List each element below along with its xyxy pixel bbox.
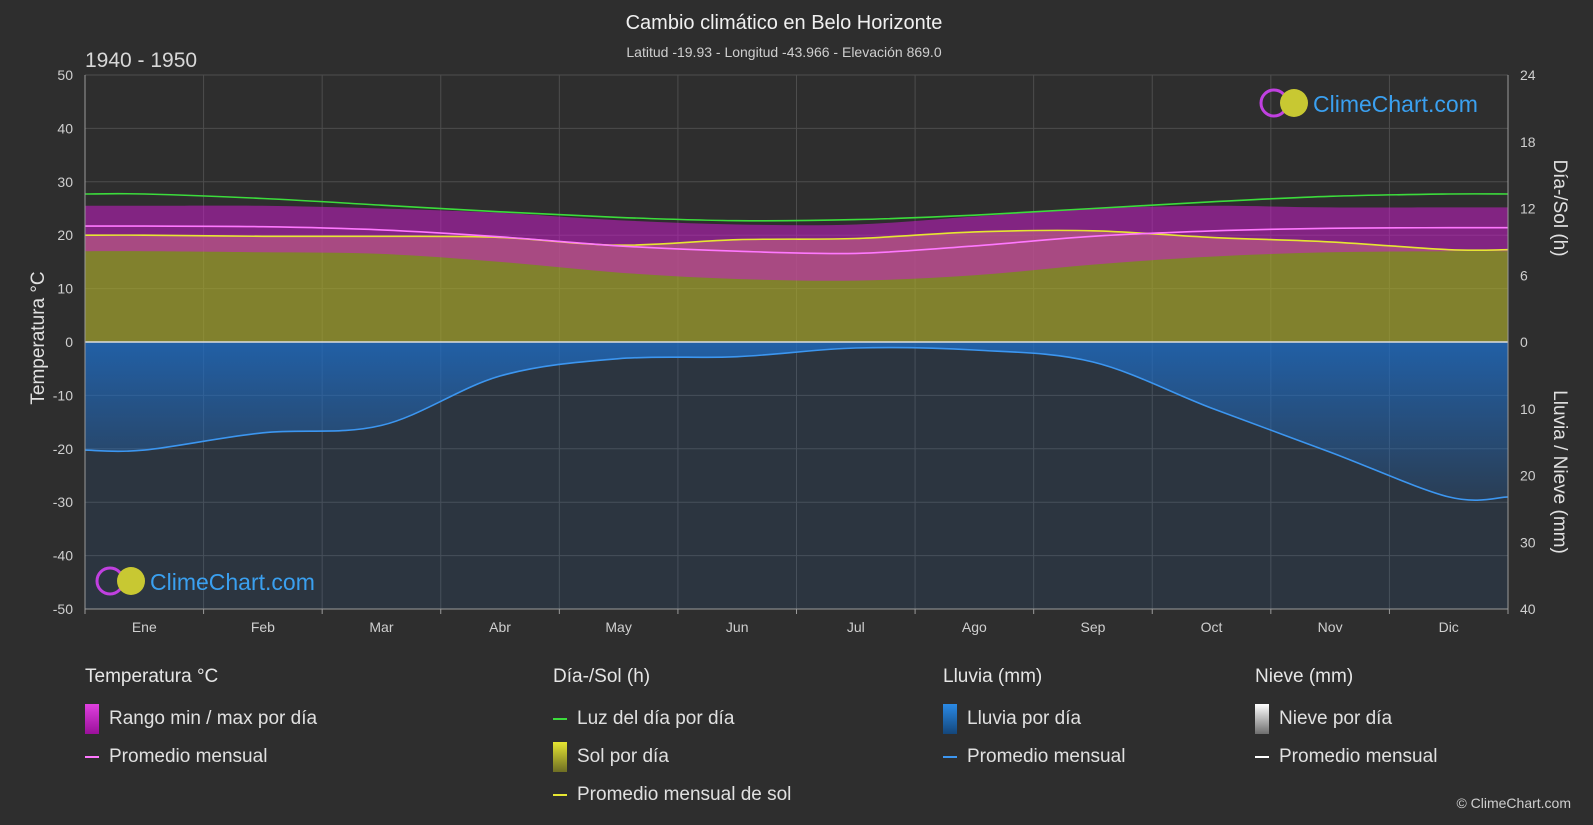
x-tick-label: Feb <box>251 619 275 635</box>
logo-sun-icon <box>117 567 145 595</box>
y-right-top-tick-label: 6 <box>1520 267 1528 283</box>
y-left-tick-label: 10 <box>57 281 73 297</box>
y-left-tick-label: -50 <box>53 601 73 617</box>
logo-text: ClimeChart.com <box>1313 91 1478 117</box>
legend-item-snow: Nieve por día <box>1255 700 1437 738</box>
brand-logo-bottom: ClimeChart.com <box>95 566 315 596</box>
x-tick-label: Abr <box>489 619 511 635</box>
legend-label: Sol por día <box>577 746 669 767</box>
x-tick-label: May <box>605 619 631 635</box>
legend-item-snow-mean: Promedio mensual <box>1255 738 1437 776</box>
legend-label: Lluvia por día <box>967 708 1082 729</box>
brand-logo-top: ClimeChart.com <box>1259 88 1478 118</box>
chart-title: Cambio climático en Belo Horizonte <box>626 12 943 34</box>
x-tick-label: Sep <box>1080 619 1105 635</box>
chart-subtitle: Latitud -19.93 - Longitud -43.966 - Elev… <box>626 44 941 60</box>
legend-temperature: Temperatura °C Rango min / max por día P… <box>85 662 317 776</box>
series-lines <box>84 192 1509 501</box>
y-right-bottom-tick-label: 30 <box>1520 534 1536 550</box>
y-left-tick-label: -10 <box>53 387 73 403</box>
y-left-tick-label: 50 <box>57 67 73 83</box>
temp-mean-swatch <box>85 756 99 758</box>
rain-fill <box>85 342 1508 501</box>
snow-mean-swatch <box>1255 756 1269 758</box>
period-label: 1940 - 1950 <box>85 49 197 72</box>
x-tick-label: Ago <box>962 619 987 635</box>
x-tick-label: Dic <box>1439 619 1459 635</box>
y-left-tick-label: 30 <box>57 174 73 190</box>
legend-label: Rango min / max por día <box>109 708 318 729</box>
x-tick-label: Mar <box>369 619 393 635</box>
legend-item-daylight: Luz del día por día <box>553 700 791 738</box>
y-left-tick-label: 40 <box>57 120 73 136</box>
sunshine-mean-line <box>84 229 1509 252</box>
y-left-tick-label: -30 <box>53 494 73 510</box>
x-tick-label: Ene <box>132 619 157 635</box>
snow-swatch <box>1255 704 1269 734</box>
legend-sun-title: Día-/Sol (h) <box>553 666 651 687</box>
y-left-tick-label: -20 <box>53 441 73 457</box>
rain-mean-line <box>84 346 1509 501</box>
legend-rain: Lluvia (mm) Lluvia por día Promedio mens… <box>943 662 1125 776</box>
legend-temperature-title: Temperatura °C <box>85 666 219 687</box>
rain-area <box>85 342 1508 609</box>
legend-rain-title: Lluvia (mm) <box>943 666 1043 687</box>
logo-text: ClimeChart.com <box>150 569 315 595</box>
legend-item-rain-mean: Promedio mensual <box>943 738 1125 776</box>
legend-snow-title: Nieve (mm) <box>1255 666 1354 687</box>
y-right-top-tick-label: 0 <box>1520 334 1528 350</box>
rain-swatch <box>943 704 957 734</box>
rain-mean-swatch <box>943 756 957 758</box>
y-right-bottom-tick-label: 10 <box>1520 401 1536 417</box>
legend-label: Promedio mensual de sol <box>577 784 792 805</box>
legend-label: Nieve por día <box>1279 708 1393 729</box>
x-tick-label: Nov <box>1318 619 1343 635</box>
legend-label: Promedio mensual <box>1279 746 1438 767</box>
y-axis-right-top-label: Día-/Sol (h) <box>1549 159 1570 256</box>
x-tick-label: Jul <box>847 619 865 635</box>
y-right-top-tick-label: 24 <box>1520 67 1536 83</box>
y-left-tick-label: 0 <box>65 334 73 350</box>
daylight-line <box>84 192 1509 222</box>
climate-chart: Cambio climático en Belo Horizonte Latit… <box>28 12 1570 635</box>
copyright: © ClimeChart.com <box>1456 795 1571 811</box>
legend-snow: Nieve (mm) Nieve por día Promedio mensua… <box>1255 662 1437 776</box>
legend-item-rain: Lluvia por día <box>943 700 1125 738</box>
sunshine-swatch <box>553 742 567 772</box>
legend-label: Promedio mensual <box>109 746 268 767</box>
daylight-swatch <box>553 718 567 720</box>
y-axis-left-label: Temperatura °C <box>28 271 49 404</box>
temp-range-swatch <box>85 704 99 734</box>
legend-item-temp-range: Rango min / max por día <box>85 700 317 738</box>
y-right-top-tick-label: 12 <box>1520 201 1536 217</box>
x-tick-label: Oct <box>1201 619 1223 635</box>
y-right-top-tick-label: 18 <box>1520 134 1536 150</box>
legend-label: Luz del día por día <box>577 708 735 729</box>
legend-label: Promedio mensual <box>967 746 1126 767</box>
y-left-tick-label: -40 <box>53 548 73 564</box>
y-axis-right-bottom-label: Lluvia / Nieve (mm) <box>1549 390 1570 554</box>
legend-sun: Día-/Sol (h) Luz del día por día Sol por… <box>553 662 791 814</box>
x-tick-label: Jun <box>726 619 749 635</box>
legend: Temperatura °C Rango min / max por día P… <box>0 662 1593 812</box>
legend-item-sunshine-mean: Promedio mensual de sol <box>553 776 791 814</box>
sunshine-area <box>85 205 1508 342</box>
y-right-bottom-tick-label: 40 <box>1520 601 1536 617</box>
legend-item-sunshine: Sol por día <box>553 738 791 776</box>
y-left-tick-label: 20 <box>57 227 73 243</box>
temperature-mean-line <box>84 225 1509 255</box>
legend-item-temp-mean: Promedio mensual <box>85 738 317 776</box>
sunshine-mean-swatch <box>553 794 567 796</box>
y-right-bottom-tick-label: 20 <box>1520 468 1536 484</box>
logo-sun-icon <box>1280 89 1308 117</box>
axes: 50 40 30 20 10 0 -10 -20 -30 -40 -50 24 18 12 6 0 10 20 30… <box>53 67 1536 635</box>
temperature-range-fill <box>85 205 1508 281</box>
